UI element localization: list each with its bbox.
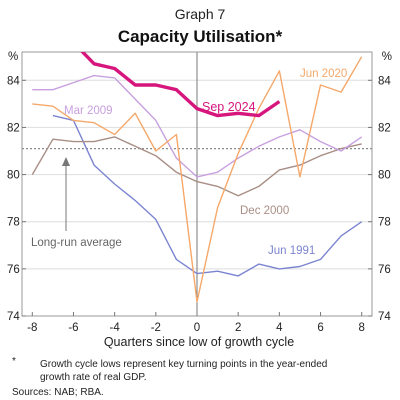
series-line-mar-2009 <box>32 74 363 178</box>
y-tick-label: 74 <box>378 311 391 323</box>
series-label-sep-2024: Sep 2024 <box>202 100 256 114</box>
x-tick-label: 2 <box>235 322 241 334</box>
footnote-line-1: Growth cycle lows represent key turning … <box>40 359 327 370</box>
x-axis: -8 -6 -4 -2 0 2 4 6 8 <box>27 312 365 334</box>
y-tick-label: 80 <box>7 170 20 182</box>
y-tick-label: 78 <box>378 217 391 229</box>
y-tick-label: 82 <box>7 122 20 134</box>
y-tick-label: 82 <box>378 122 391 134</box>
long-run-average-label: Long-run average <box>31 237 122 249</box>
series-lines <box>31 52 363 303</box>
x-tick-label: 4 <box>276 322 283 334</box>
x-tick-label: -4 <box>110 322 121 334</box>
series-line-jun-2020 <box>32 56 363 303</box>
x-tick-label: -2 <box>151 322 161 334</box>
long-run-average-annotation: Long-run average <box>31 157 122 249</box>
footnote-line-2: growth rate of real GDP. <box>40 372 147 383</box>
x-tick-label: 6 <box>317 322 323 334</box>
left-axis-unit: % <box>8 51 18 63</box>
sources-note: Sources: NAB; RBA. <box>12 387 104 398</box>
x-tick-label: -6 <box>68 322 78 334</box>
y-axis-left: 74 76 78 80 82 84 <box>7 75 26 323</box>
series-line-dec-2000 <box>31 136 362 197</box>
series-label-jun-1991: Jun 1991 <box>268 245 315 257</box>
series-label-mar-2009: Mar 2009 <box>64 105 113 117</box>
y-tick-label: 84 <box>378 75 391 87</box>
right-axis-unit: % <box>382 51 392 63</box>
x-tick-label: 8 <box>359 322 365 334</box>
series-label-dec-2000: Dec 2000 <box>240 205 289 217</box>
x-tick-label: 0 <box>194 322 200 334</box>
x-tick-label: -8 <box>27 322 37 334</box>
footnote-marker: * <box>12 356 16 367</box>
y-tick-label: 80 <box>378 170 391 182</box>
y-axis-right: 74 76 78 80 82 84 <box>368 75 391 323</box>
series-line-jun-1991 <box>52 114 363 277</box>
y-tick-label: 74 <box>7 311 20 323</box>
graph-number: Graph 7 <box>175 6 226 22</box>
annotation-arrow-head <box>62 157 70 166</box>
y-tick-label: 84 <box>7 75 20 87</box>
y-tick-label: 76 <box>7 264 20 276</box>
y-tick-label: 78 <box>7 217 20 229</box>
series-label-jun-2020: Jun 2020 <box>300 68 347 80</box>
x-axis-label: Quarters since low of growth cycle <box>104 335 294 349</box>
chart-title: Capacity Utilisation* <box>118 27 283 46</box>
y-tick-label: 76 <box>378 264 391 276</box>
series-line-sep-2024 <box>80 52 281 118</box>
